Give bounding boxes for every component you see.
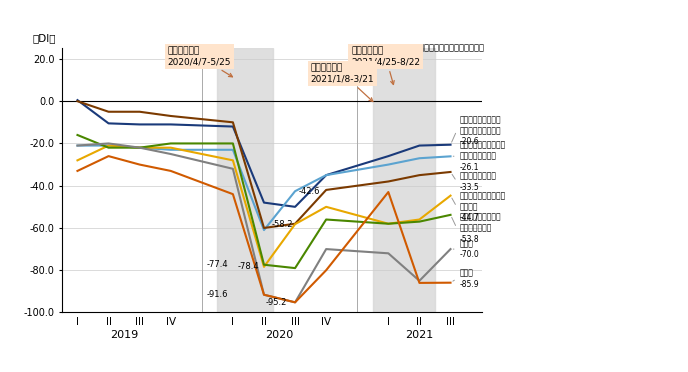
- Text: 2021: 2021: [405, 330, 433, 340]
- Text: 2020: 2020: [266, 330, 294, 340]
- Text: -91.6: -91.6: [206, 290, 228, 299]
- Text: （DI）: （DI）: [32, 33, 56, 43]
- Text: -58.2: -58.2: [272, 219, 294, 229]
- Bar: [373, 48, 435, 312]
- Text: -42.6: -42.6: [298, 187, 320, 196]
- Text: -77.4: -77.4: [206, 260, 228, 269]
- Text: 対個人サービス業（生
活関連）
-44.7: 対個人サービス業（生 活関連） -44.7: [460, 191, 506, 222]
- Text: -95.2: -95.2: [266, 298, 287, 307]
- Text: 対個人サービス業（自
動車整備その他）
-26.1: 対個人サービス業（自 動車整備その他） -26.1: [460, 141, 506, 172]
- Text: 緊急事態宣言
2021/1/8-3/21: 緊急事態宣言 2021/1/8-3/21: [310, 64, 374, 102]
- Text: 緊急事態宣言
2020/4/7-5/25: 緊急事態宣言 2020/4/7-5/25: [168, 47, 233, 77]
- Text: 飲食業
-70.0: 飲食業 -70.0: [460, 239, 480, 259]
- Text: 情報通信・広告業
-33.5: 情報通信・広告業 -33.5: [460, 171, 497, 192]
- Text: -78.4: -78.4: [237, 262, 259, 271]
- Text: 宿泊業
-85.9: 宿泊業 -85.9: [460, 269, 480, 289]
- Bar: [217, 48, 273, 312]
- Text: 緊急事態宣言
2021/4/25-8/22: 緊急事態宣言 2021/4/25-8/22: [351, 47, 420, 84]
- Text: 対事業所サービス業
（運送・倉庫）
-53.8: 対事業所サービス業 （運送・倉庫） -53.8: [460, 212, 502, 244]
- Text: （「良い」－「悪い」　今期の水準）: （「良い」－「悪い」 今期の水準）: [400, 44, 485, 52]
- Text: 2019: 2019: [110, 330, 138, 340]
- Text: 対事業所サービス業
（専門技術その他）
-20.6: 対事業所サービス業 （専門技術その他） -20.6: [460, 115, 502, 146]
